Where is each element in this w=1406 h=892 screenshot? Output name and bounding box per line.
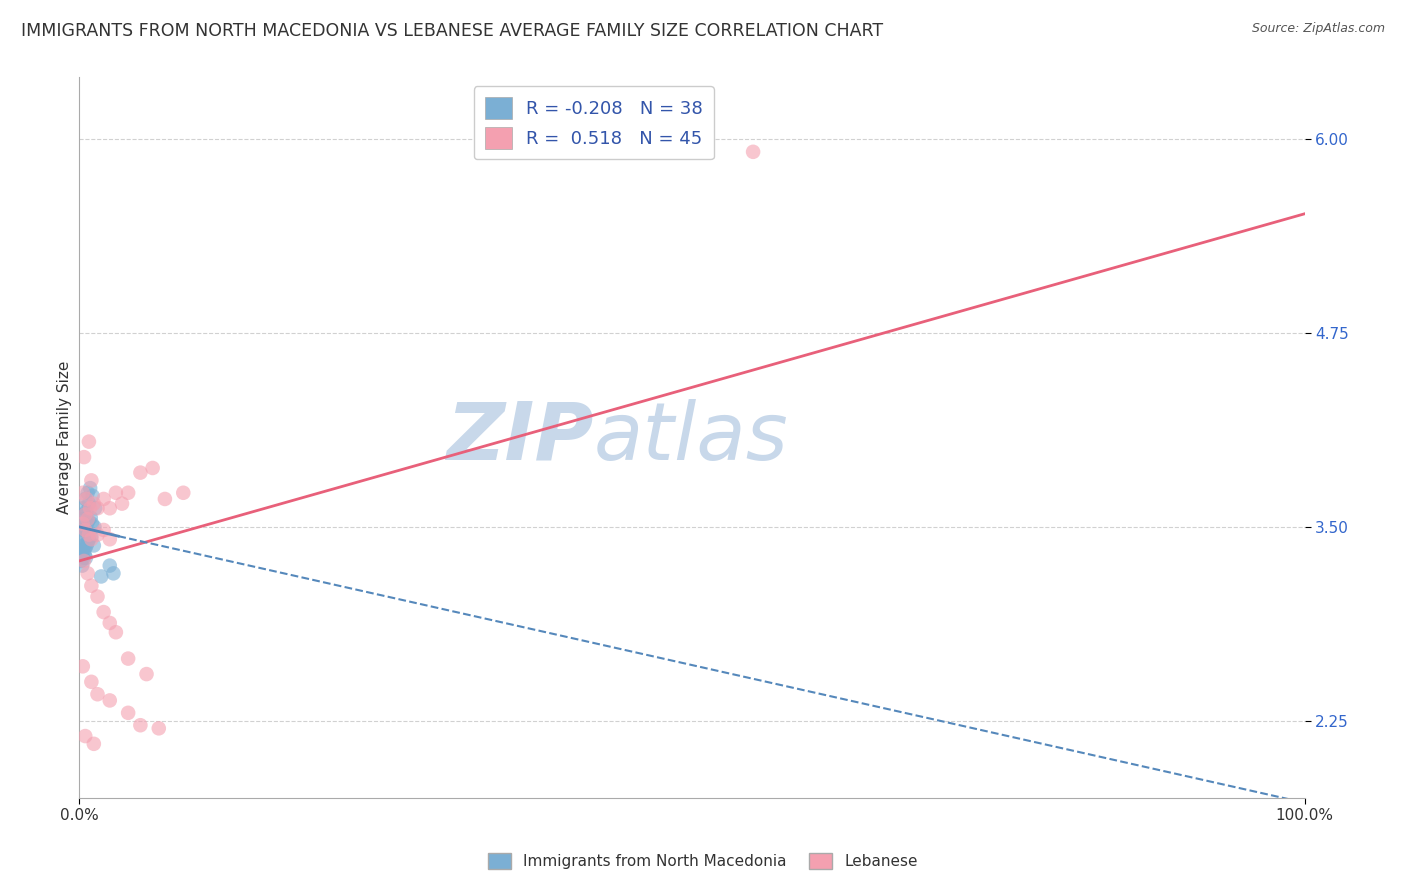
- Point: [86, 501, 108, 516]
- Point: [72, 543, 94, 558]
- Point: [73, 450, 96, 464]
- Point: [98, 615, 121, 630]
- Point: [77, 434, 100, 449]
- Text: ZIP: ZIP: [447, 399, 593, 476]
- Y-axis label: Average Family Size: Average Family Size: [58, 361, 72, 515]
- Point: [104, 485, 127, 500]
- Point: [73, 548, 96, 562]
- Point: [72, 550, 94, 565]
- Point: [77, 533, 100, 547]
- Point: [111, 497, 134, 511]
- Point: [129, 466, 152, 480]
- Point: [70, 533, 93, 547]
- Point: [75, 550, 97, 565]
- Point: [104, 625, 127, 640]
- Point: [90, 569, 112, 583]
- Point: [80, 474, 103, 488]
- Point: [117, 485, 139, 500]
- Point: [76, 566, 98, 581]
- Point: [77, 497, 100, 511]
- Legend: R = -0.208   N = 38, R =  0.518   N = 45: R = -0.208 N = 38, R = 0.518 N = 45: [474, 87, 714, 160]
- Point: [93, 491, 115, 506]
- Point: [72, 501, 94, 516]
- Point: [70, 527, 93, 541]
- Point: [153, 491, 176, 506]
- Point: [69, 543, 91, 558]
- Point: [80, 674, 103, 689]
- Point: [103, 566, 125, 581]
- Point: [79, 501, 101, 516]
- Point: [76, 538, 98, 552]
- Point: [72, 659, 94, 673]
- Point: [76, 535, 98, 549]
- Point: [117, 706, 139, 720]
- Point: [93, 605, 115, 619]
- Point: [75, 523, 97, 537]
- Point: [73, 554, 96, 568]
- Point: [75, 508, 97, 522]
- Point: [117, 651, 139, 665]
- Point: [83, 497, 105, 511]
- Point: [70, 512, 93, 526]
- Point: [86, 687, 108, 701]
- Point: [83, 520, 105, 534]
- Point: [70, 554, 93, 568]
- Legend: Immigrants from North Macedonia, Lebanese: Immigrants from North Macedonia, Lebanes…: [482, 847, 924, 875]
- Point: [75, 729, 97, 743]
- Point: [76, 504, 98, 518]
- Point: [135, 667, 157, 681]
- Point: [172, 485, 194, 500]
- Text: IMMIGRANTS FROM NORTH MACEDONIA VS LEBANESE AVERAGE FAMILY SIZE CORRELATION CHAR: IMMIGRANTS FROM NORTH MACEDONIA VS LEBAN…: [21, 22, 883, 40]
- Point: [86, 527, 108, 541]
- Text: atlas: atlas: [593, 399, 789, 476]
- Point: [98, 501, 121, 516]
- Text: Source: ZipAtlas.com: Source: ZipAtlas.com: [1251, 22, 1385, 36]
- Point: [98, 693, 121, 707]
- Point: [142, 461, 165, 475]
- Point: [98, 533, 121, 547]
- Point: [75, 541, 97, 556]
- Point: [75, 523, 97, 537]
- Point: [83, 737, 105, 751]
- Point: [70, 558, 93, 573]
- Point: [84, 501, 107, 516]
- Point: [76, 516, 98, 531]
- Point: [86, 590, 108, 604]
- Point: [79, 481, 101, 495]
- Point: [77, 527, 100, 541]
- Point: [83, 538, 105, 552]
- Point: [73, 520, 96, 534]
- Point: [80, 529, 103, 543]
- Point: [93, 523, 115, 537]
- Point: [72, 485, 94, 500]
- Point: [148, 722, 170, 736]
- Point: [742, 145, 765, 159]
- Point: [76, 512, 98, 526]
- Point: [72, 516, 94, 531]
- Point: [80, 516, 103, 531]
- Point: [76, 485, 98, 500]
- Point: [80, 579, 103, 593]
- Point: [73, 508, 96, 522]
- Point: [80, 533, 103, 547]
- Point: [72, 523, 94, 537]
- Point: [82, 489, 104, 503]
- Point: [70, 548, 93, 562]
- Point: [98, 558, 121, 573]
- Point: [73, 538, 96, 552]
- Point: [75, 491, 97, 506]
- Point: [80, 510, 103, 524]
- Point: [76, 491, 98, 506]
- Point: [129, 718, 152, 732]
- Point: [77, 514, 100, 528]
